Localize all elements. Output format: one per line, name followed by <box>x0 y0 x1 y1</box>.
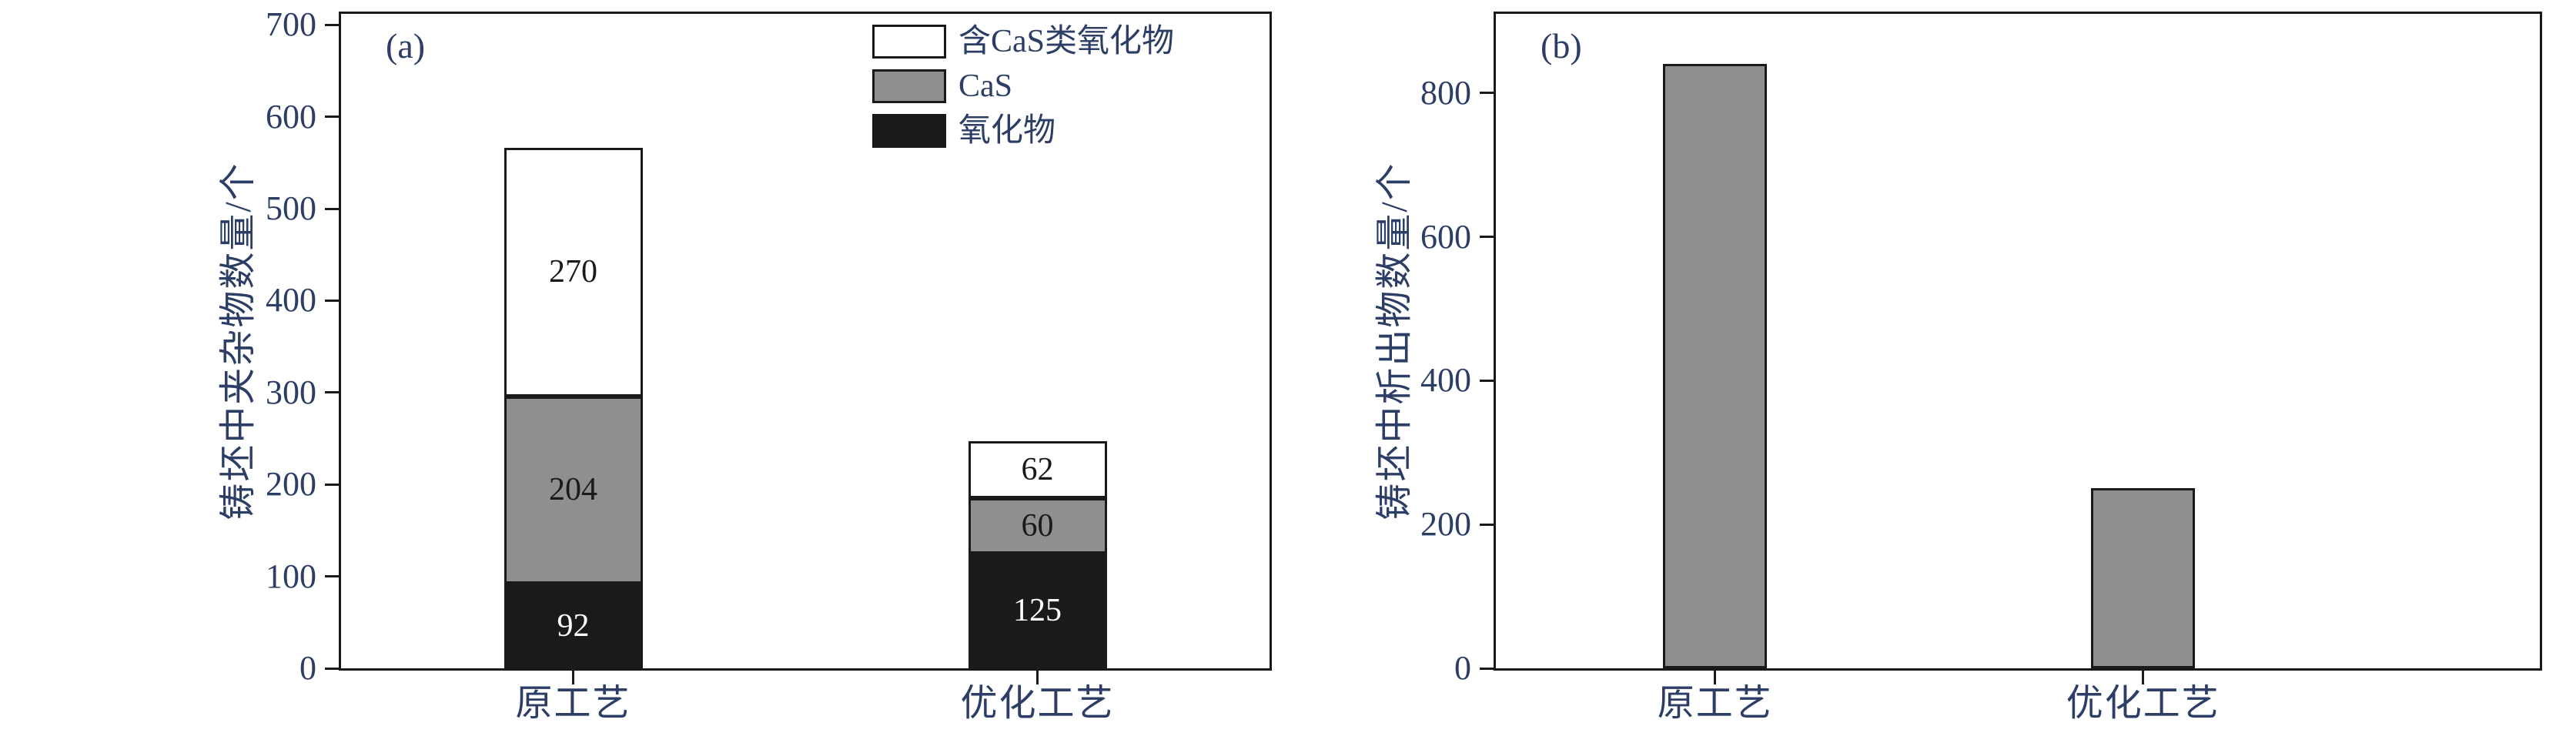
bar-value-label: 62 <box>1021 452 1054 488</box>
bar-segment <box>1663 64 1768 668</box>
plot-area-b: (b) 0 200 400 600 800 原工艺 优化工艺 <box>1420 12 2542 724</box>
x-category-label: 原工艺 <box>1657 683 1773 724</box>
y-tick-label: 0 <box>299 649 316 687</box>
y-tick <box>325 483 339 486</box>
bar-segment: 92 <box>503 584 643 668</box>
bar-segment: 62 <box>968 441 1107 499</box>
y-tick <box>325 115 339 119</box>
bar-value-label: 92 <box>557 608 590 644</box>
y-tick <box>325 575 339 578</box>
chart-panel-a: 铸坯中夹杂物数量/个 (a) 含CaS类氧化物 CaS 氧化物 0 100 200 3… <box>218 5 1272 724</box>
y-tick-label: 400 <box>266 281 316 320</box>
legend-label: 氧化物 <box>958 113 1056 149</box>
y-tick <box>325 391 339 394</box>
y-tick-label: 200 <box>266 465 316 504</box>
x-tick <box>1714 671 1717 684</box>
x-category-label: 原工艺 <box>515 683 631 724</box>
y-tick-label: 600 <box>1420 217 1471 256</box>
y-tick <box>325 207 339 210</box>
bar-segment <box>2091 488 2196 668</box>
bar-value-label: 270 <box>549 254 597 290</box>
x-tick <box>2142 671 2145 684</box>
chart-panel-b: 铸坯中析出物数量/个 (b) 0 200 400 600 800 原工艺 优化工艺 <box>1324 0 2576 743</box>
y-tick-label: 600 <box>266 97 316 136</box>
y-tick <box>325 23 339 26</box>
y-tick-label: 300 <box>266 373 316 411</box>
legend-swatch-black <box>872 114 946 148</box>
bar-segment: 204 <box>503 396 643 584</box>
bar-value-label: 60 <box>1021 507 1054 544</box>
x-tick <box>572 671 574 684</box>
legend-item: 氧化物 <box>872 112 1174 149</box>
bar-segment: 125 <box>968 553 1107 668</box>
panel-label-a: (a) <box>386 26 426 65</box>
bar-value-label: 204 <box>549 472 597 508</box>
legend-item: 含CaS类氧化物 <box>872 23 1174 60</box>
panel-label-b: (b) <box>1541 26 1582 65</box>
y-tick <box>1480 379 1494 382</box>
y-tick <box>1480 523 1494 526</box>
x-category-label: 优化工艺 <box>2066 683 2220 724</box>
y-tick <box>1480 92 1494 95</box>
y-tick-label: 100 <box>266 557 316 595</box>
y-tick <box>1480 667 1494 670</box>
y-tick-label: 500 <box>266 189 316 228</box>
legend-swatch-gray <box>872 69 946 103</box>
y-tick <box>1480 236 1494 239</box>
y-tick-label: 200 <box>1420 505 1471 544</box>
y-tick-label: 700 <box>266 5 316 44</box>
y-tick-label: 800 <box>1420 73 1471 112</box>
legend-label: CaS <box>958 69 1013 104</box>
x-tick <box>1036 671 1039 684</box>
bar-value-label: 125 <box>1013 593 1062 629</box>
bar-segment: 270 <box>503 148 643 397</box>
y-tick <box>325 299 339 302</box>
x-category-label: 优化工艺 <box>960 683 1115 724</box>
legend-label: 含CaS类氧化物 <box>958 24 1175 59</box>
y-tick <box>325 667 339 670</box>
bar-segment: 60 <box>968 498 1107 554</box>
y-tick-label: 0 <box>1454 649 1471 687</box>
legend-swatch-white <box>872 25 946 59</box>
plot-area-a: (a) 含CaS类氧化物 CaS 氧化物 0 100 200 300 400 500 600… <box>266 5 1272 724</box>
y-tick-label: 400 <box>1420 361 1471 400</box>
legend-item: CaS <box>872 68 1174 105</box>
legend: 含CaS类氧化物 CaS 氧化物 <box>872 23 1174 149</box>
